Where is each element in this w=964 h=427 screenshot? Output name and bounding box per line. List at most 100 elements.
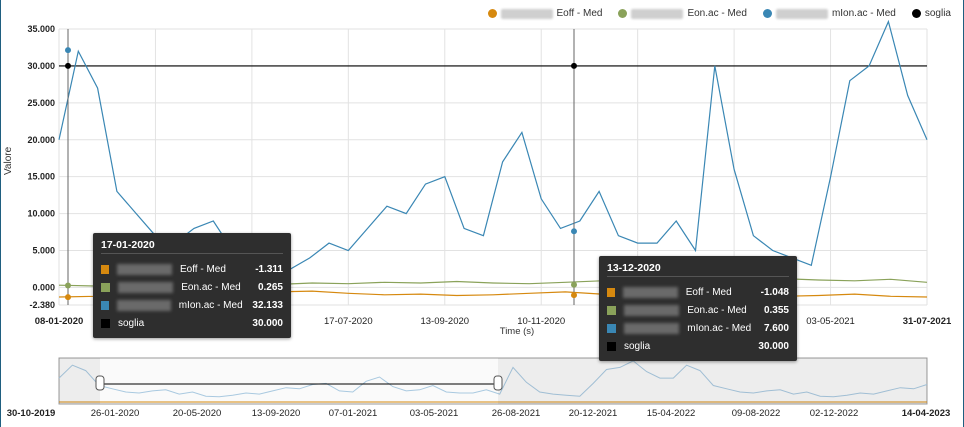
y-tick-label: 10.000 (27, 209, 55, 219)
navigator-tick-label: 26-01-2020 (91, 408, 140, 419)
navigator-tick-label: 14-04-2023 (902, 408, 951, 419)
tooltip-blurred (117, 299, 171, 311)
x-tick-label: 17-07-2020 (324, 316, 373, 327)
legend-marker-icon (487, 9, 497, 18)
tooltip-2: 13-12-2020 Eoff - Med -1.048 Eon.ac - Med… (599, 256, 797, 361)
x-tick-label: 08-01-2020 (35, 316, 84, 327)
swatch-icon (607, 305, 616, 315)
tooltip-row: Eon.ac - Med 0.355 (607, 301, 789, 319)
tooltip-series: mIon.ac - Med (687, 322, 752, 334)
tooltip-value: -1.048 (760, 286, 789, 298)
tooltip-blurred (117, 263, 172, 275)
swatch-icon (101, 282, 110, 292)
tooltip-blurred (623, 322, 680, 334)
y-tick-label: 30.000 (27, 61, 55, 71)
legend-blurred-prefix (500, 8, 553, 19)
legend-item-eoff[interactable]: Eoff - Med (487, 8, 603, 19)
navigator-tick-label: 15-04-2022 (647, 408, 696, 419)
y-tick-label: -2.380 (29, 300, 55, 310)
y-tick-label: 0.000 (32, 282, 55, 292)
tooltip-value: 30.000 (758, 340, 789, 352)
legend-label: mIon.ac - Med (831, 8, 896, 19)
navigator-tick-label: 20-12-2021 (569, 408, 618, 419)
legend: Eoff - Med Eon.ac - Med mIon.ac - Med so… (487, 8, 951, 19)
y-tick-label: 5.000 (32, 246, 55, 256)
y-tick-label: 20.000 (27, 135, 55, 145)
legend-label: soglia (924, 8, 951, 19)
hover-point (571, 281, 577, 288)
legend-blurred-prefix (631, 8, 684, 19)
navigator-tick-label: 30-10-2019 (7, 408, 56, 419)
tooltip-value: 30.000 (252, 317, 283, 329)
tooltip-series: Eoff - Med (685, 286, 732, 298)
tooltip-row: Eon.ac - Med 0.265 (101, 278, 283, 296)
tooltip-series: Eon.ac - Med (181, 281, 241, 293)
swatch-icon (101, 300, 110, 310)
y-tick-label: 15.000 (27, 172, 55, 182)
tooltip-blurred (623, 304, 680, 316)
tooltip-blurred (117, 281, 174, 293)
navigator-tick-label: 03-05-2021 (410, 408, 459, 419)
swatch-icon (101, 318, 110, 328)
tooltip-series: mIon.ac - Med (178, 299, 243, 311)
legend-item-mion[interactable]: mIon.ac - Med (762, 8, 896, 19)
y-tick-label: 25.000 (27, 98, 55, 108)
legend-blurred-prefix (775, 8, 828, 19)
tooltip-series: soglia (118, 317, 145, 329)
navigator-tick-label: 26-08-2021 (492, 408, 541, 419)
tooltip-date: 17-01-2020 (101, 239, 283, 254)
legend-item-soglia[interactable]: soglia (911, 8, 951, 19)
navigator-handle[interactable] (493, 375, 503, 391)
tooltip-series: Eoff - Med (179, 263, 226, 275)
navigator-tick-label: 20-05-2020 (173, 408, 222, 419)
hover-point (65, 47, 71, 54)
tooltip-value: -1.311 (255, 263, 283, 275)
legend-marker-icon (618, 9, 628, 18)
legend-marker-icon (911, 9, 921, 18)
tooltip-value: 0.265 (257, 281, 283, 293)
soglia-point (65, 62, 71, 69)
x-tick-label: 31-07-2021 (903, 316, 952, 327)
navigator-mask (59, 358, 100, 404)
tooltip-row: Eoff - Med -1.311 (101, 260, 283, 278)
hover-point (65, 294, 71, 301)
tooltip-blurred (623, 286, 678, 298)
navigator-tick-label: 09-08-2022 (732, 408, 781, 419)
legend-label: Eon.ac - Med (687, 8, 747, 19)
navigator-handle[interactable] (95, 375, 105, 391)
navigator-mask (498, 358, 927, 404)
tooltip-value: 7.600 (763, 322, 789, 334)
legend-label: Eoff - Med (556, 8, 603, 19)
navigator-tick-label: 02-12-2022 (810, 408, 859, 419)
swatch-icon (607, 287, 616, 297)
navigator-tick-label: 13-09-2020 (252, 408, 301, 419)
x-tick-label: 03-05-2021 (806, 316, 855, 327)
navigator-series (58, 360, 928, 398)
tooltip-value: 32.133 (252, 299, 283, 311)
tooltip-value: 0.355 (763, 304, 789, 316)
swatch-icon (607, 323, 616, 333)
legend-item-eon[interactable]: Eon.ac - Med (618, 8, 747, 19)
swatch-icon (101, 264, 110, 274)
tooltip-row: soglia 30.000 (101, 314, 283, 332)
tooltip-row: mIon.ac - Med 32.133 (101, 296, 283, 314)
tooltip-row: Eoff - Med -1.048 (607, 283, 789, 301)
y-tick-label: 35.000 (27, 24, 55, 34)
hover-point (571, 228, 577, 235)
legend-marker-icon (762, 9, 772, 18)
x-tick-label: 13-09-2020 (420, 316, 469, 327)
x-tick-label: 10-11-2020 (517, 316, 565, 327)
tooltip-series: soglia (624, 340, 651, 352)
soglia-point (571, 62, 577, 69)
series-line (58, 19, 928, 270)
tooltip-row: mIon.ac - Med 7.600 (607, 319, 789, 337)
swatch-icon (607, 341, 616, 351)
tooltip-series: Eon.ac - Med (687, 304, 747, 316)
hover-point (65, 282, 71, 289)
tooltip-date: 13-12-2020 (607, 262, 789, 277)
x-axis-title: Time (s) (500, 326, 534, 337)
tooltip-1: 17-01-2020 Eoff - Med -1.311 Eon.ac - Med… (93, 233, 291, 338)
navigator-frame (58, 357, 928, 405)
